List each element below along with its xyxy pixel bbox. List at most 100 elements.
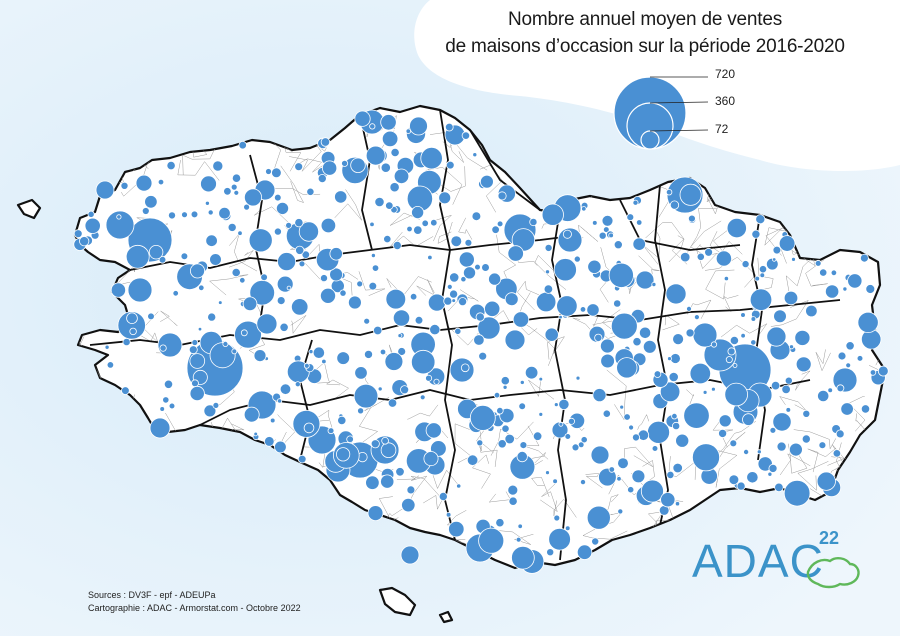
sales-bubble — [209, 342, 236, 369]
sales-bubble — [223, 187, 232, 196]
sales-bubble — [532, 431, 543, 441]
sales-bubble — [427, 254, 433, 261]
sales-bubble — [476, 439, 484, 447]
sales-bubble — [159, 344, 167, 352]
sales-bubble — [475, 312, 485, 322]
commune-boundary — [458, 217, 473, 240]
sales-bubble — [339, 289, 347, 297]
sales-bubble — [464, 238, 473, 247]
sales-bubble — [461, 131, 471, 140]
sales-bubble — [587, 259, 602, 274]
sales-bubble — [835, 429, 845, 439]
sales-bubble — [458, 251, 475, 268]
commune-boundary — [807, 448, 836, 473]
sales-bubble — [590, 445, 610, 465]
sales-bubble — [279, 322, 289, 332]
sales-bubble — [303, 422, 315, 434]
commune-boundary — [488, 491, 511, 503]
sales-bubble — [729, 439, 738, 448]
sales-bubble — [772, 245, 782, 255]
commune-boundary — [229, 250, 254, 268]
sales-bubble — [538, 411, 544, 417]
epci-boundary — [439, 109, 456, 541]
sales-bubble — [380, 474, 395, 489]
sales-bubble — [632, 337, 642, 347]
legend-label-72: 72 — [715, 122, 729, 136]
sales-bubble — [273, 227, 282, 236]
sales-bubble — [750, 316, 757, 322]
sales-bubble — [294, 381, 301, 388]
sales-bubble — [586, 505, 611, 530]
sales-bubble — [617, 457, 629, 470]
sales-bubble — [556, 295, 578, 317]
sales-bubble — [679, 183, 702, 206]
commune-boundary — [572, 315, 599, 332]
commune-boundary — [553, 498, 577, 518]
sales-bubble — [636, 219, 643, 226]
sales-bubble — [363, 349, 373, 359]
sales-bubble — [581, 206, 587, 212]
sales-bubble — [126, 312, 138, 325]
sales-bubble — [668, 371, 679, 383]
commune-boundary — [496, 234, 517, 286]
sales-bubble — [271, 167, 282, 179]
sales-bubble — [472, 152, 478, 158]
epci-boundary — [654, 184, 669, 526]
sales-bubble — [778, 235, 796, 252]
sales-bubble — [710, 341, 718, 348]
commune-boundary — [668, 456, 696, 480]
sales-bubble — [683, 402, 710, 429]
sales-bubble — [817, 389, 830, 403]
sales-bubble — [860, 404, 871, 414]
sales-bubble — [728, 474, 740, 486]
sales-bubble — [285, 221, 293, 229]
sales-bubble — [385, 201, 394, 210]
sales-bubble — [515, 536, 522, 543]
commune-boundary — [290, 315, 307, 335]
sales-bubble — [166, 161, 176, 171]
sales-bubble — [602, 409, 611, 418]
commune-boundary — [638, 255, 660, 281]
sales-bubble — [157, 178, 165, 186]
sales-bubble — [478, 527, 505, 554]
sales-bubble — [672, 462, 683, 474]
sales-bubble — [732, 363, 738, 368]
sales-bubble — [446, 283, 453, 290]
sales-bubble — [357, 407, 365, 415]
sales-bubble — [347, 295, 362, 310]
sales-bubble — [329, 247, 343, 261]
sales-bubble — [529, 217, 538, 227]
sales-bubble — [635, 270, 655, 290]
sales-bubble — [632, 433, 641, 442]
sales-bubble — [234, 320, 262, 349]
sales-bubble — [692, 443, 721, 472]
sales-bubble — [381, 436, 389, 445]
sales-bubble — [449, 289, 459, 299]
sales-bubble — [544, 243, 553, 252]
sales-bubble — [369, 221, 375, 228]
sales-bubble — [729, 335, 740, 346]
commune-boundary — [855, 413, 866, 430]
sales-bubble — [400, 545, 420, 565]
sales-bubble — [504, 329, 526, 351]
sales-bubble — [718, 414, 732, 428]
sales-bubble — [783, 479, 811, 507]
legend-circles — [613, 76, 709, 150]
sales-bubble — [647, 420, 671, 444]
sales-bubble — [203, 404, 217, 418]
sales-bubble — [286, 285, 292, 291]
sales-bubble — [370, 252, 376, 258]
sales-bubble — [619, 404, 625, 410]
legend-leader-line — [649, 129, 709, 132]
sales-bubble — [631, 469, 646, 484]
sales-bubble — [237, 230, 243, 236]
commune-boundary — [433, 214, 452, 242]
sales-bubble — [564, 525, 571, 531]
sales-bubble — [321, 358, 327, 365]
sales-bubble — [598, 231, 607, 240]
sales-bubble — [544, 327, 559, 342]
sales-bubble — [409, 293, 418, 301]
sales-bubble — [857, 311, 879, 333]
sales-bubble — [127, 277, 153, 303]
sales-bubble — [516, 450, 528, 463]
